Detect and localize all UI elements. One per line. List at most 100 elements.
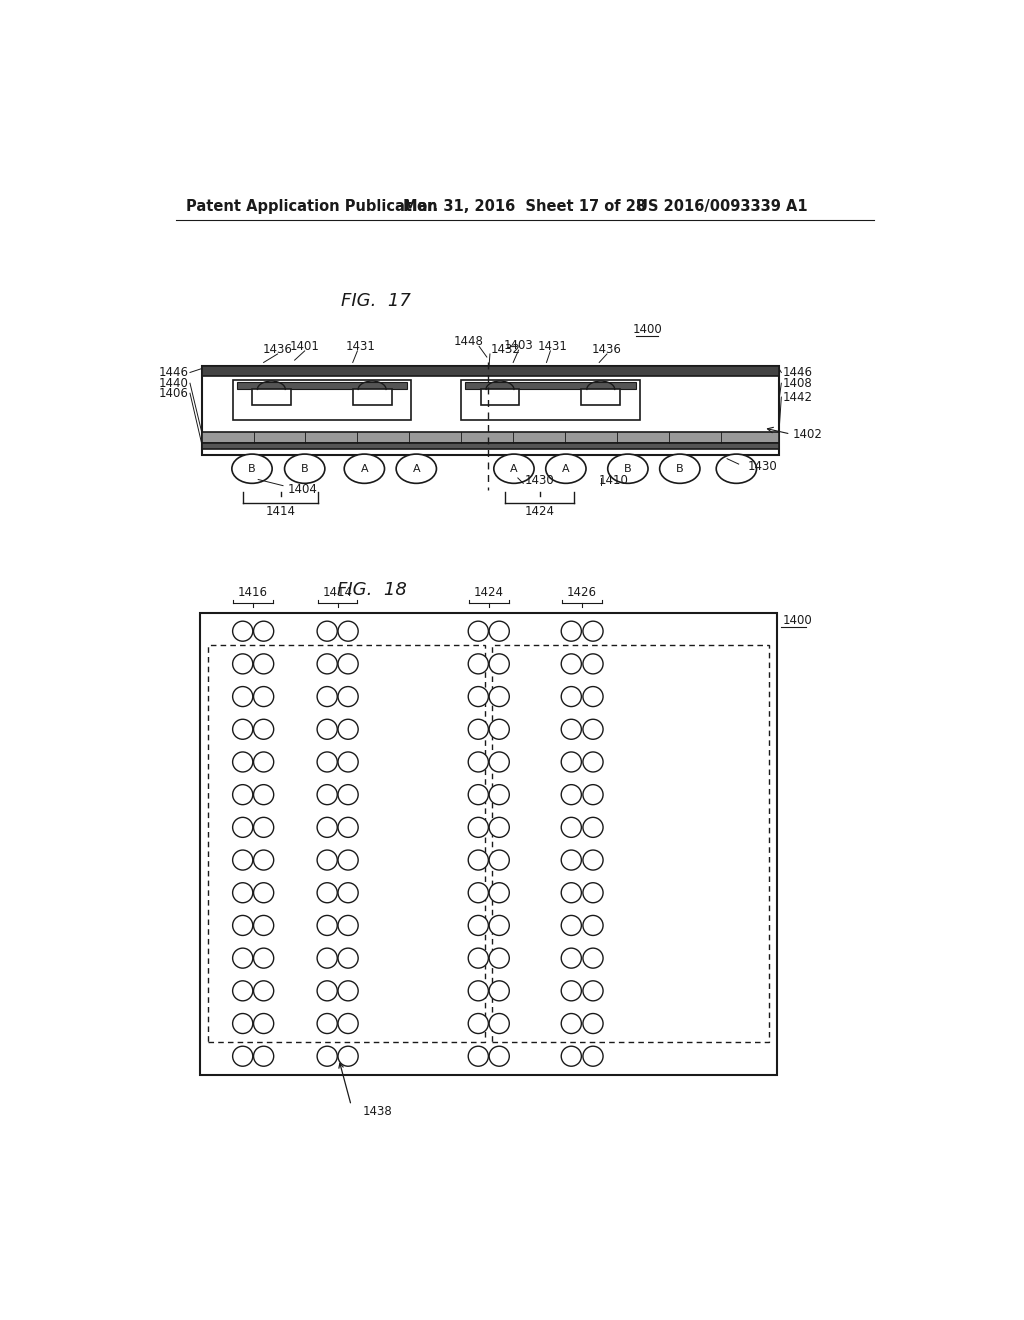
- Circle shape: [583, 719, 603, 739]
- Circle shape: [338, 752, 358, 772]
- Circle shape: [232, 784, 253, 805]
- Circle shape: [254, 719, 273, 739]
- Text: 1426: 1426: [566, 586, 597, 599]
- Circle shape: [232, 1047, 253, 1067]
- Circle shape: [489, 883, 509, 903]
- Circle shape: [317, 719, 337, 739]
- Bar: [352, 389, 391, 405]
- Text: FIG.  18: FIG. 18: [337, 581, 408, 598]
- Circle shape: [338, 784, 358, 805]
- Circle shape: [489, 622, 509, 642]
- Text: A: A: [562, 463, 569, 474]
- Text: FIG.  17: FIG. 17: [341, 292, 411, 310]
- Text: B: B: [676, 463, 684, 474]
- Ellipse shape: [659, 454, 700, 483]
- Bar: [461, 380, 640, 420]
- Circle shape: [254, 817, 273, 837]
- Circle shape: [317, 1014, 337, 1034]
- Bar: [232, 380, 411, 420]
- Circle shape: [583, 622, 603, 642]
- Circle shape: [338, 686, 358, 706]
- Circle shape: [317, 850, 337, 870]
- Circle shape: [561, 817, 582, 837]
- Bar: [202, 367, 779, 376]
- Ellipse shape: [285, 454, 325, 483]
- Circle shape: [468, 622, 488, 642]
- Circle shape: [468, 752, 488, 772]
- Circle shape: [561, 948, 582, 968]
- Circle shape: [232, 883, 253, 903]
- Ellipse shape: [231, 454, 272, 483]
- Circle shape: [317, 752, 337, 772]
- Circle shape: [489, 686, 509, 706]
- Circle shape: [489, 784, 509, 805]
- Text: 1442: 1442: [783, 391, 813, 404]
- Circle shape: [338, 1014, 358, 1034]
- Circle shape: [583, 850, 603, 870]
- Circle shape: [317, 686, 337, 706]
- Circle shape: [489, 916, 509, 936]
- Circle shape: [338, 916, 358, 936]
- Circle shape: [338, 622, 358, 642]
- Circle shape: [232, 719, 253, 739]
- Circle shape: [254, 784, 273, 805]
- Text: 1400: 1400: [783, 614, 813, 627]
- Text: Patent Application Publication: Patent Application Publication: [186, 198, 437, 214]
- Circle shape: [254, 1047, 273, 1067]
- Circle shape: [468, 981, 488, 1001]
- Circle shape: [583, 1047, 603, 1067]
- Circle shape: [489, 850, 509, 870]
- Circle shape: [561, 981, 582, 1001]
- Circle shape: [561, 916, 582, 936]
- Circle shape: [468, 653, 488, 675]
- Circle shape: [583, 981, 603, 1001]
- Text: Mar. 31, 2016  Sheet 17 of 28: Mar. 31, 2016 Sheet 17 of 28: [403, 198, 646, 214]
- Text: 1446: 1446: [783, 366, 813, 379]
- Circle shape: [254, 916, 273, 936]
- Bar: [202, 444, 779, 449]
- Bar: [582, 389, 621, 405]
- Circle shape: [561, 686, 582, 706]
- Circle shape: [254, 981, 273, 1001]
- Circle shape: [468, 1047, 488, 1067]
- Circle shape: [232, 686, 253, 706]
- Text: 1414: 1414: [323, 586, 352, 599]
- Circle shape: [468, 948, 488, 968]
- Text: 1424: 1424: [474, 586, 504, 599]
- Text: 1446: 1446: [159, 366, 188, 379]
- Circle shape: [561, 850, 582, 870]
- Circle shape: [561, 1014, 582, 1034]
- Circle shape: [254, 622, 273, 642]
- Circle shape: [468, 883, 488, 903]
- Circle shape: [489, 752, 509, 772]
- Circle shape: [489, 1014, 509, 1034]
- Text: A: A: [413, 463, 420, 474]
- Text: 1400: 1400: [633, 323, 663, 335]
- Circle shape: [254, 948, 273, 968]
- Circle shape: [317, 981, 337, 1001]
- Text: 1448: 1448: [454, 335, 484, 348]
- Text: 1431: 1431: [345, 339, 376, 352]
- Text: 1438: 1438: [362, 1105, 392, 1118]
- Circle shape: [317, 653, 337, 675]
- Text: 1402: 1402: [793, 428, 823, 441]
- Circle shape: [232, 916, 253, 936]
- Circle shape: [254, 883, 273, 903]
- Circle shape: [583, 948, 603, 968]
- Circle shape: [317, 916, 337, 936]
- Circle shape: [232, 622, 253, 642]
- Circle shape: [317, 1047, 337, 1067]
- Text: 1436: 1436: [262, 343, 293, 356]
- Circle shape: [468, 850, 488, 870]
- Circle shape: [583, 653, 603, 675]
- Text: 1440: 1440: [159, 376, 188, 389]
- Text: B: B: [301, 463, 308, 474]
- Circle shape: [254, 752, 273, 772]
- Circle shape: [583, 752, 603, 772]
- Circle shape: [232, 1014, 253, 1034]
- Circle shape: [468, 784, 488, 805]
- Circle shape: [317, 883, 337, 903]
- Circle shape: [561, 719, 582, 739]
- Bar: [208, 645, 484, 1041]
- Text: 1436: 1436: [592, 343, 622, 356]
